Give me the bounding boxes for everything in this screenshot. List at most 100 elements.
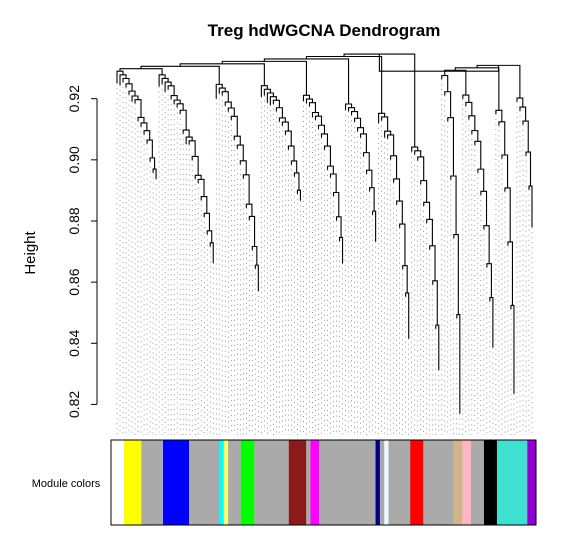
- dendrogram-branch: [343, 53, 416, 147]
- dendrogram-branch: [483, 225, 490, 264]
- dendrogram-branch: [471, 130, 479, 142]
- dendrogram-branch: [233, 135, 241, 146]
- dendrogram-branch: [372, 210, 377, 242]
- module-color-segment: [453, 440, 463, 525]
- dendrogram-branch: [454, 67, 500, 111]
- dendrogram-branch: [251, 245, 258, 266]
- module-colors-label: Module colors: [32, 478, 101, 490]
- y-tick-label: 0.90: [66, 146, 82, 173]
- leaf-guide-lines: [116, 79, 533, 435]
- dendrogram-branch: [179, 63, 265, 86]
- dendrogram-branch: [137, 116, 145, 123]
- dendrogram-branch: [420, 180, 428, 203]
- dendrogram-branch: [447, 117, 454, 176]
- dendrogram-branch: [176, 103, 184, 111]
- dendrogram-branch: [510, 304, 515, 394]
- dendrogram-branch: [125, 83, 133, 92]
- dendrogram-branch: [402, 265, 408, 293]
- dendrogram-branch: [465, 101, 473, 116]
- y-tick-label: 0.92: [66, 85, 82, 112]
- module-color-segment: [462, 440, 472, 525]
- dendrogram-branch: [284, 130, 292, 147]
- module-color-segment: [163, 440, 190, 525]
- dendrogram-branch: [338, 236, 344, 264]
- chart-title: Treg hdWGCNA Dendrogram: [208, 21, 441, 40]
- dendrogram-branch: [209, 242, 214, 263]
- dendrogram-branch: [242, 174, 250, 205]
- module-color-segment: [470, 440, 485, 525]
- dendrogram-branch: [305, 55, 383, 114]
- module-color-segment: [219, 440, 225, 525]
- dendrogram-branch: [426, 218, 433, 246]
- dendrogram-branch: [476, 64, 521, 99]
- dendrogram-branch: [122, 77, 130, 84]
- y-tick-label: 0.86: [66, 268, 82, 295]
- dendrogram-branch: [266, 92, 274, 103]
- dendrogram-branch: [218, 87, 226, 94]
- dendrogram-branch: [516, 97, 524, 108]
- dendrogram-branch: [158, 74, 166, 87]
- dendrogram-branch: [224, 101, 232, 108]
- module-color-segment: [527, 440, 537, 525]
- dendrogram-branch: [152, 168, 157, 180]
- dendrogram-branch: [314, 115, 323, 126]
- dendrogram-branch: [200, 195, 208, 214]
- dendrogram-branch: [390, 155, 398, 179]
- y-axis-label: Height: [22, 230, 39, 274]
- y-tick-label: 0.84: [66, 329, 82, 356]
- dendrogram-branch: [191, 155, 199, 176]
- dendrogram-branch: [254, 264, 259, 292]
- dendrogram-branch: [317, 124, 326, 134]
- dendrogram-tree: [116, 53, 533, 414]
- dendrogram-branch: [278, 117, 286, 123]
- y-tick-label: 0.88: [66, 207, 82, 234]
- dendrogram-branch: [519, 106, 527, 122]
- dendrogram-branch: [275, 107, 283, 118]
- module-color-segment: [423, 440, 454, 525]
- dendrogram-branch: [435, 324, 440, 371]
- dendrogram-branch: [239, 160, 247, 175]
- dendrogram-branch: [504, 187, 511, 242]
- dendrogram-branch: [188, 140, 196, 157]
- module-color-segment: [189, 440, 220, 525]
- dendrogram-branch: [453, 234, 459, 315]
- dendrogram-branch: [140, 122, 148, 131]
- dendrogram-branch: [221, 91, 229, 103]
- dendrogram-branch: [203, 212, 211, 231]
- module-color-segment: [306, 440, 311, 525]
- dendrogram-branch: [245, 203, 253, 217]
- dendrogram-branch: [302, 94, 311, 101]
- dendrogram-top-merge: [378, 54, 500, 72]
- dendrogram-branch: [489, 297, 494, 348]
- dendrogram-branch: [146, 139, 153, 158]
- dendrogram-branch: [206, 230, 213, 243]
- dendrogram-branch: [149, 157, 156, 170]
- dendrogram-branch: [236, 144, 244, 161]
- dendrogram-branch: [501, 154, 509, 188]
- y-tick-label: 0.82: [66, 391, 82, 418]
- module-color-segment: [496, 440, 528, 525]
- module-color-segment: [375, 440, 381, 525]
- dendrogram-branch: [179, 109, 187, 131]
- dendrogram-branch: [444, 91, 452, 118]
- dendrogram-branch: [423, 201, 431, 220]
- dendrogram-branch: [477, 168, 485, 192]
- dendrogram-branch: [335, 216, 342, 238]
- dendrogram-branch: [414, 150, 422, 157]
- module-color-segment: [111, 440, 125, 525]
- module-color-segment: [223, 440, 229, 525]
- dendrogram-branch: [384, 130, 392, 138]
- dendrogram-branch: [480, 190, 488, 226]
- dendrogram-branch: [369, 187, 375, 212]
- dendrogram-branch: [323, 145, 331, 167]
- dendrogram-branch: [474, 140, 482, 170]
- dendrogram-branch: [194, 174, 202, 180]
- dendrogram-branch: [281, 121, 289, 132]
- dendrogram-branch: [417, 156, 425, 181]
- dendrogram-branch: [332, 191, 340, 217]
- module-color-segment: [384, 440, 389, 525]
- module-color-segment: [241, 440, 255, 525]
- dendrogram-branch: [119, 68, 163, 75]
- dendrogram-branch: [462, 94, 470, 103]
- dendrogram-branch: [134, 99, 142, 118]
